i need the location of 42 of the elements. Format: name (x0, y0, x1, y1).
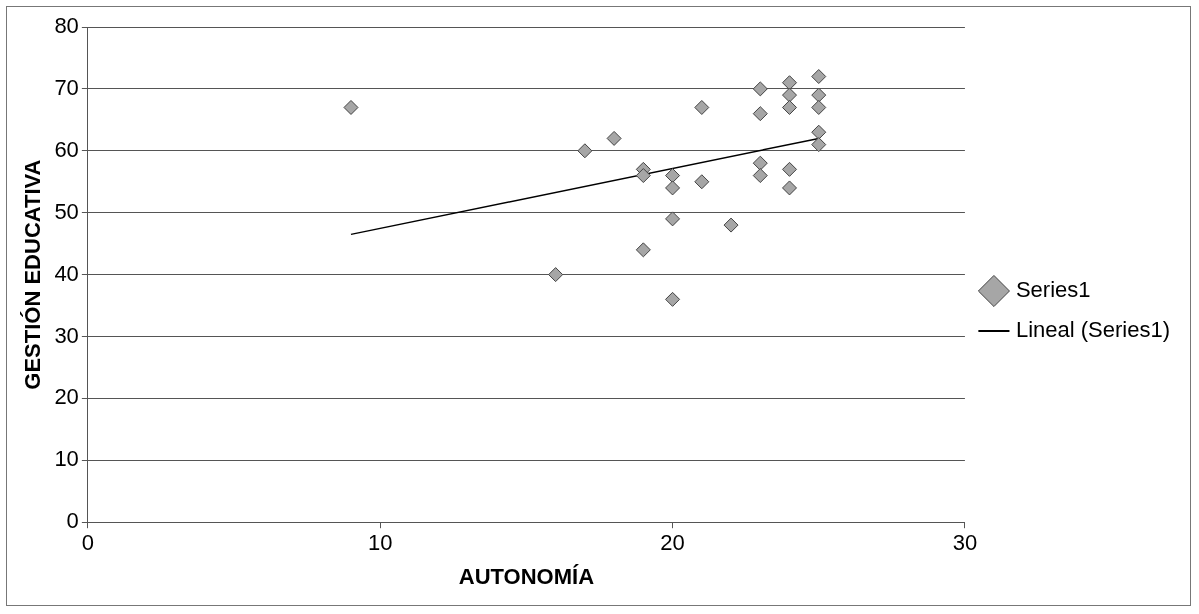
y-axis-title: GESTIÓN EDUCATIVA (20, 159, 46, 390)
y-tick-label: 40 (54, 260, 79, 286)
y-tick-label: 30 (54, 322, 79, 348)
point (577, 143, 593, 159)
x-tick-label: 10 (367, 530, 393, 556)
x-tick-label: 20 (660, 530, 685, 556)
point (811, 87, 827, 103)
point (752, 168, 768, 184)
y-tick-label: 50 (54, 198, 79, 224)
point (723, 217, 739, 233)
x-tick-label: 30 (952, 530, 978, 556)
y-tick-label: 20 (54, 384, 79, 410)
x-axis-title: AUTONOMÍA (458, 563, 595, 589)
point (752, 155, 768, 171)
point (343, 99, 359, 115)
point (811, 99, 827, 115)
point (811, 69, 827, 85)
point (752, 106, 768, 122)
y-tick-label: 70 (54, 74, 79, 100)
point (665, 291, 681, 307)
y-tick-label: 10 (54, 446, 79, 472)
point (665, 211, 681, 227)
point (782, 161, 798, 177)
legend-label: Series1 (1015, 277, 1091, 303)
point (811, 137, 827, 153)
point (694, 174, 710, 190)
point (665, 168, 681, 184)
point (752, 81, 768, 97)
y-tick-label: 0 (66, 508, 79, 534)
point (665, 180, 681, 196)
point (635, 168, 651, 184)
point (782, 99, 798, 115)
legend-label: Lineal (Series1) (1015, 317, 1170, 343)
point (811, 124, 827, 140)
point (782, 180, 798, 196)
y-tick-label: 80 (54, 13, 79, 39)
point (694, 99, 710, 115)
point (606, 130, 622, 146)
point (635, 242, 651, 258)
point (782, 87, 798, 103)
y-tick-label: 60 (54, 136, 79, 162)
point (548, 267, 564, 283)
